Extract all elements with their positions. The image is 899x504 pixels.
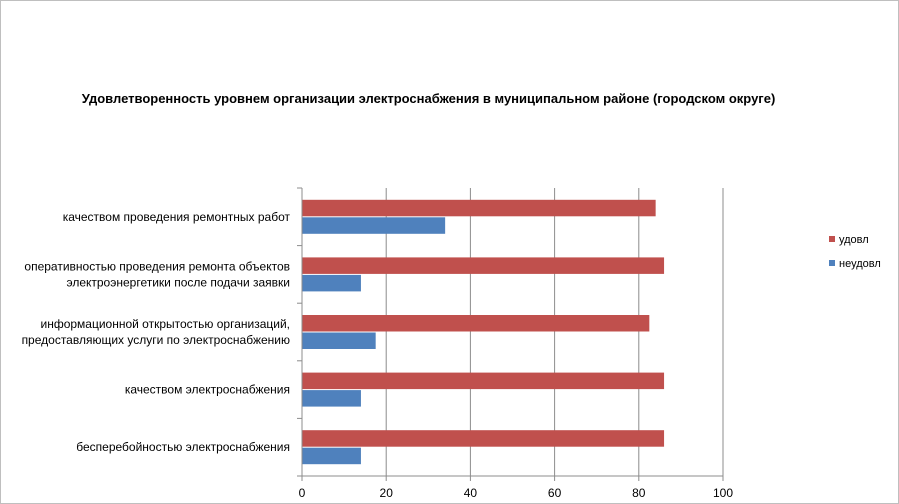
x-tick-label: 40 xyxy=(464,486,478,500)
x-tick-label: 100 xyxy=(713,486,733,500)
legend-swatch xyxy=(829,260,835,266)
bar-udovl xyxy=(302,199,656,217)
bar-neudovl xyxy=(302,217,446,234)
category-label: качеством электроснабжения xyxy=(125,383,290,397)
legend-label: удовл xyxy=(839,234,869,246)
chart-title: Удовлетворенность уровнем организации эл… xyxy=(81,91,776,106)
bar-udovl xyxy=(302,257,665,274)
bar-udovl xyxy=(302,315,650,332)
legend-swatch xyxy=(829,236,835,242)
category-label: предоставляющих услуги по электроснабжен… xyxy=(22,333,290,347)
x-tick-label: 60 xyxy=(548,486,562,500)
category-label: информационной открытостью организаций, xyxy=(40,317,290,331)
category-label: бесперебойностью электроснабжения xyxy=(76,440,290,454)
x-tick-label: 20 xyxy=(380,486,394,500)
category-label: качеством проведения ремонтных работ xyxy=(63,210,291,224)
x-tick-label: 80 xyxy=(632,486,646,500)
legend-label: неудовл xyxy=(839,258,881,270)
category-label: электроэнергетики после подачи заявки xyxy=(66,275,290,289)
bar-neudovl xyxy=(302,447,361,465)
bar-neudovl xyxy=(302,274,361,292)
x-tick-label: 0 xyxy=(299,486,306,500)
bar-udovl xyxy=(302,430,665,447)
category-label: оперативностью проведения ремонта объект… xyxy=(24,259,290,273)
bar-neudovl xyxy=(302,332,376,349)
bar-neudovl xyxy=(302,390,361,407)
bar-udovl xyxy=(302,372,665,390)
